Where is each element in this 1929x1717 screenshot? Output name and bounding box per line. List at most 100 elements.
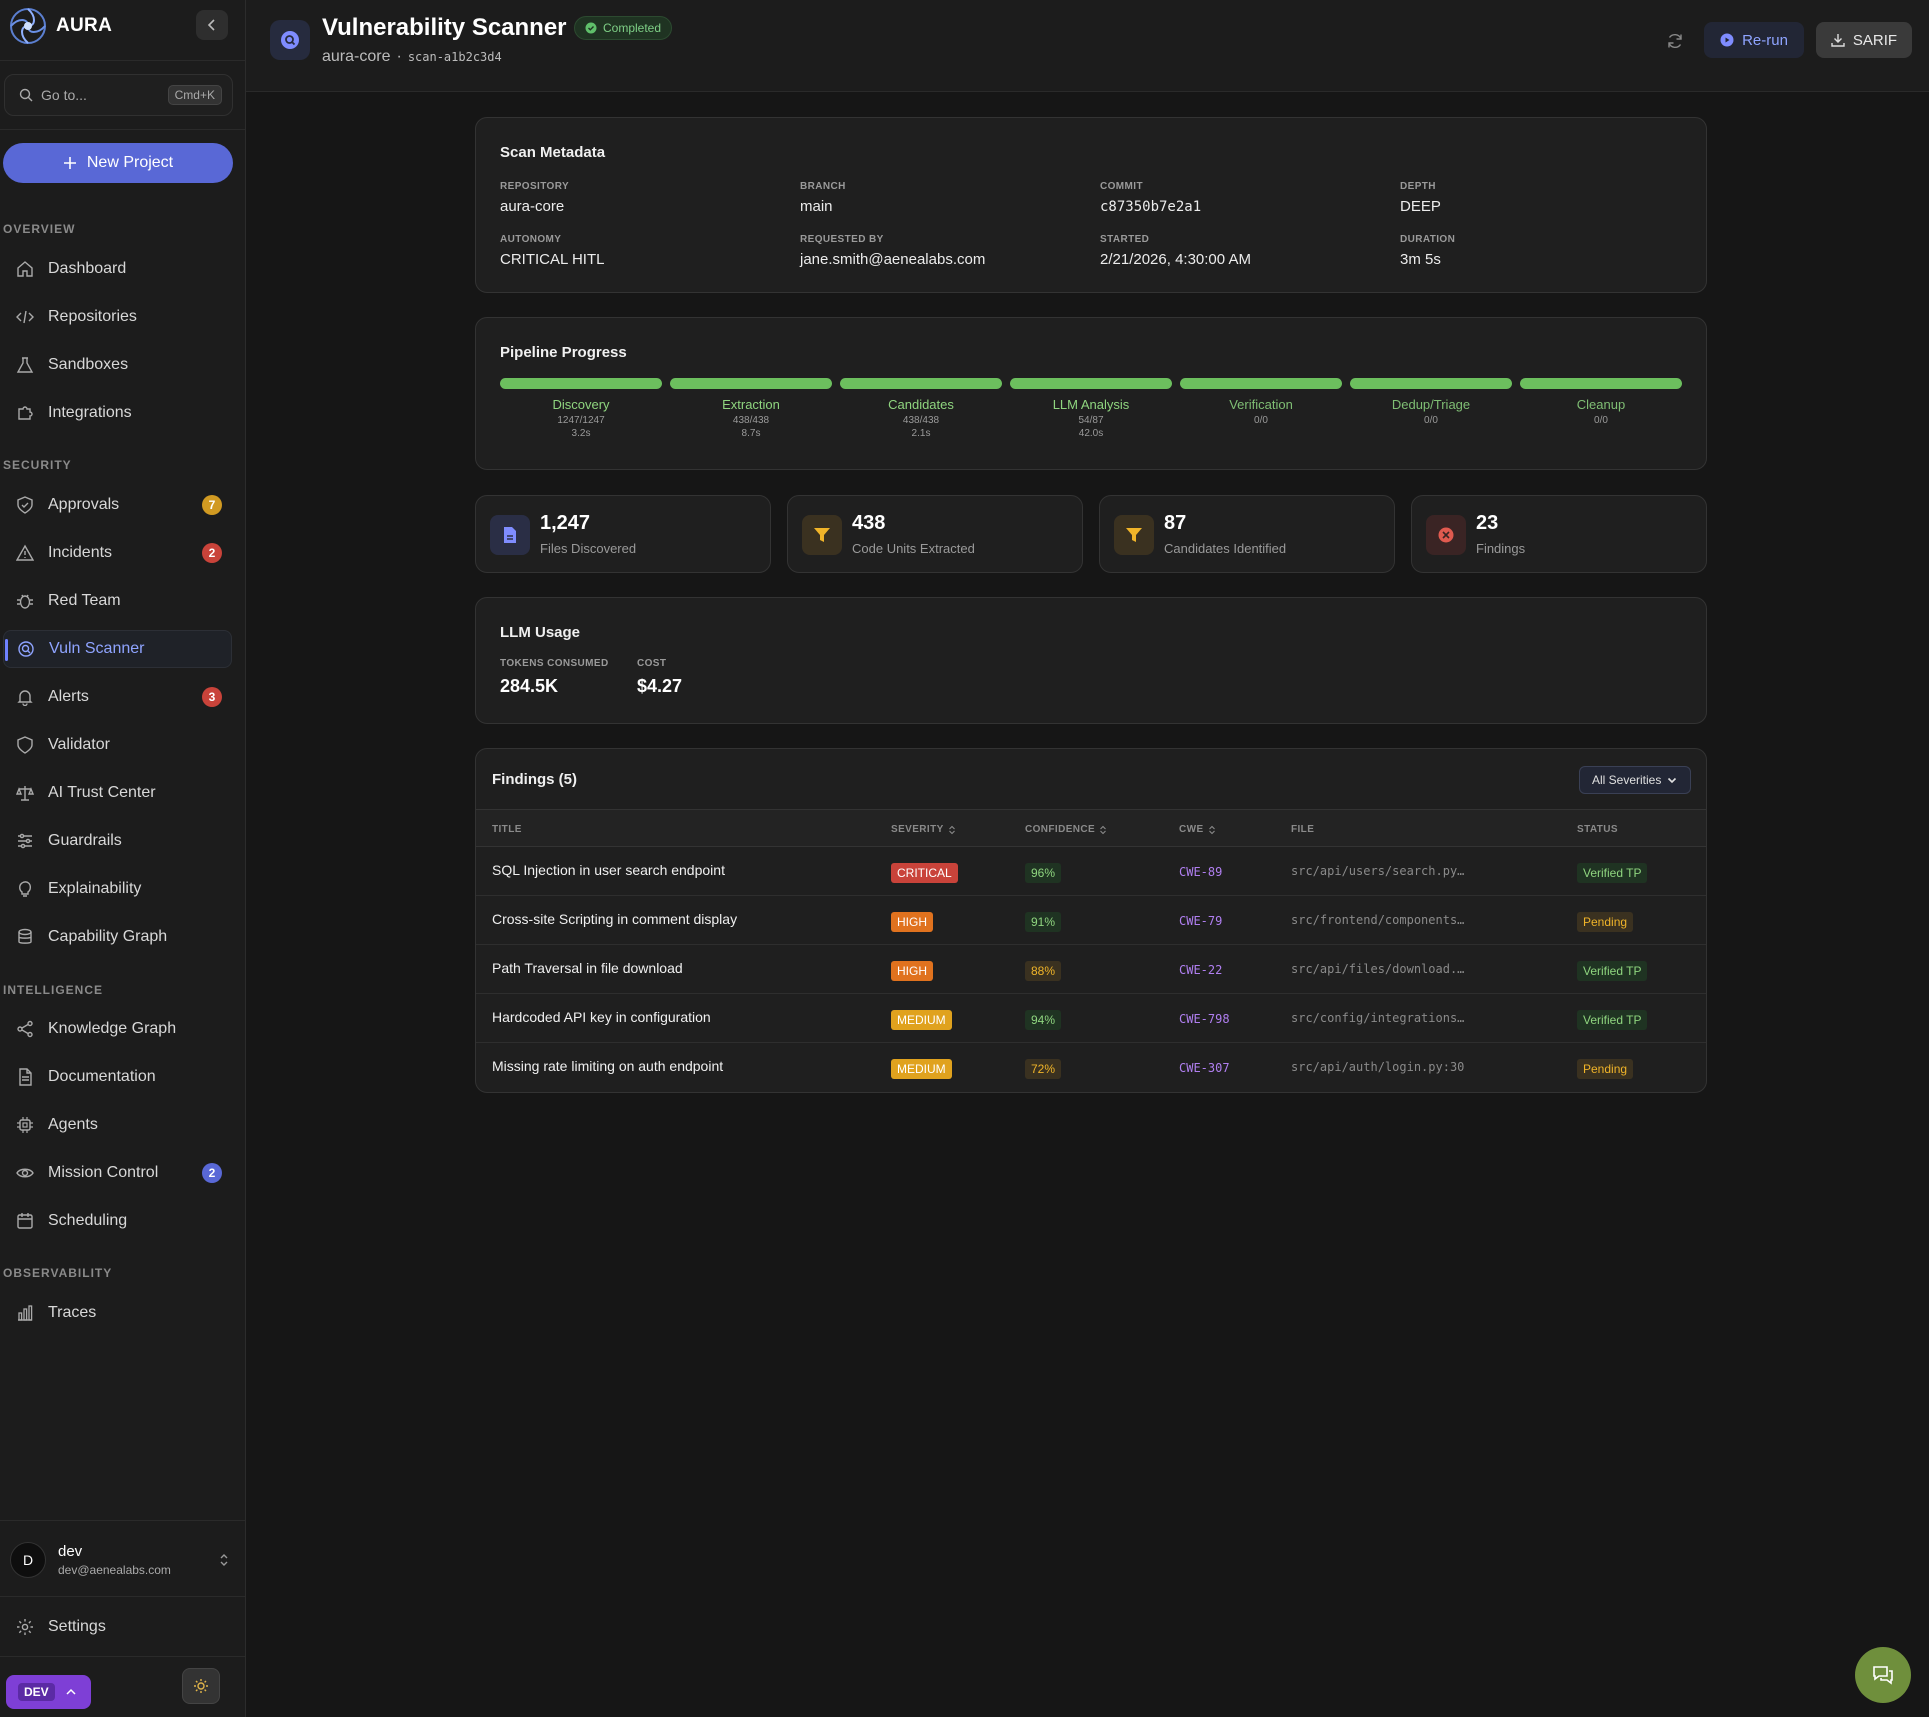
findings-table: Findings (5) All Severities TITLE SEVERI… [475, 748, 1707, 1093]
meta-value-autonomy: CRITICAL HITL [500, 251, 605, 268]
column-confidence[interactable]: CONFIDENCE [1025, 824, 1107, 835]
sidebar-item-vuln-scanner[interactable]: Vuln Scanner [3, 630, 232, 668]
stat-value: 87 [1164, 512, 1187, 534]
finding-title: Path Traversal in file download [492, 960, 683, 976]
pipeline-stage-dedup-triage: Dedup/Triage 0/0 [1350, 378, 1512, 426]
pipeline-stage-cleanup: Cleanup 0/0 [1520, 378, 1682, 426]
stage-progress-bar [1350, 378, 1512, 389]
sidebar: AURA Go to... Cmd+K New Project OVERVIEW… [0, 0, 246, 1717]
environment-switcher[interactable]: DEV [6, 1675, 91, 1709]
sidebar-item-repositories[interactable]: Repositories [3, 298, 232, 336]
severity-filter-value: All Severities [1592, 773, 1662, 787]
collapse-sidebar-button[interactable] [196, 10, 228, 40]
table-row[interactable]: Path Traversal in file download HIGH 88%… [476, 945, 1706, 994]
new-project-button[interactable]: New Project [3, 143, 233, 183]
flask-icon [16, 356, 34, 374]
sarif-download-button[interactable]: SARIF [1816, 22, 1912, 58]
cwe-link[interactable]: CWE-798 [1179, 1012, 1230, 1026]
file-path: src/api/auth/login.py:30 [1291, 1060, 1465, 1074]
sidebar-item-incidents[interactable]: Incidents 2 [3, 534, 232, 572]
sidebar-item-approvals[interactable]: Approvals 7 [3, 486, 232, 524]
column-severity[interactable]: SEVERITY [891, 824, 956, 835]
user-menu[interactable]: D dev dev@aenealabs.com [10, 1540, 230, 1580]
chevron-up-icon [66, 1688, 76, 1695]
goto-search[interactable]: Go to... Cmd+K [4, 74, 233, 116]
tokens-value: 284.5K [500, 676, 559, 696]
tokens-label: TOKENS CONSUMED [500, 658, 609, 669]
cost-label: COST [637, 658, 667, 669]
status-badge: Completed [574, 16, 673, 40]
approvals-badge: 7 [202, 495, 222, 515]
table-row[interactable]: Missing rate limiting on auth endpoint M… [476, 1043, 1706, 1092]
cwe-link[interactable]: CWE-89 [1179, 865, 1223, 879]
severity-filter-select[interactable]: All Severities [1579, 766, 1691, 794]
table-row[interactable]: Cross-site Scripting in comment display … [476, 896, 1706, 945]
sidebar-item-sandboxes[interactable]: Sandboxes [3, 346, 232, 384]
sidebar-item-agents[interactable]: Agents [3, 1106, 232, 1144]
sidebar-item-mission-control[interactable]: Mission Control 2 [3, 1154, 232, 1192]
stage-progress-bar [840, 378, 1002, 389]
sidebar-item-integrations[interactable]: Integrations [3, 394, 232, 432]
meta-value-duration: 3m 5s [1400, 251, 1441, 268]
sidebar-item-scheduling[interactable]: Scheduling [3, 1202, 232, 1240]
sidebar-item-alerts[interactable]: Alerts 3 [3, 678, 232, 716]
file-icon [490, 515, 530, 555]
sidebar-item-label: Red Team [48, 592, 121, 609]
pipeline-stage-llm-analysis: LLM Analysis 54/87 42.0s [1010, 378, 1172, 439]
sidebar-item-red-team[interactable]: Red Team [3, 582, 232, 620]
column-title: TITLE [492, 824, 522, 835]
stage-count: 438/438 [902, 415, 940, 426]
theme-toggle-button[interactable] [182, 1668, 220, 1704]
sidebar-item-dashboard[interactable]: Dashboard [3, 250, 232, 288]
cwe-link[interactable]: CWE-22 [1179, 963, 1223, 977]
status-badge: Verified TP [1577, 961, 1648, 981]
sidebar-item-validator[interactable]: Validator [3, 726, 232, 764]
stat-label: Findings [1476, 541, 1526, 556]
sidebar-item-capability-graph[interactable]: Capability Graph [3, 918, 232, 956]
pipeline-progress-title: Pipeline Progress [500, 344, 627, 361]
meta-value-repository: aura-core [500, 198, 565, 215]
rerun-button[interactable]: Re-run [1704, 22, 1804, 58]
cwe-link[interactable]: CWE-79 [1179, 914, 1223, 928]
file-path: src/config/integrations… [1291, 1011, 1465, 1025]
cost-value: $4.27 [637, 676, 683, 696]
meta-label-requested-by: REQUESTED BY [800, 234, 884, 245]
repo-name: aura-core [322, 48, 391, 65]
stage-name: Candidates [888, 397, 954, 412]
sort-icon [1100, 825, 1107, 834]
sidebar-item-label: Explainability [48, 880, 142, 897]
sidebar-item-explainability[interactable]: Explainability [3, 870, 232, 908]
table-row[interactable]: SQL Injection in user search endpoint CR… [476, 847, 1706, 896]
stage-name: LLM Analysis [1052, 397, 1130, 412]
status-badge: Verified TP [1577, 1010, 1648, 1030]
sidebar-item-guardrails[interactable]: Guardrails [3, 822, 232, 860]
pipeline-stage-extraction: Extraction 438/438 8.7s [670, 378, 832, 439]
brand[interactable]: AURA [8, 6, 112, 46]
column-cwe[interactable]: CWE [1179, 824, 1216, 835]
pipeline-stage-verification: Verification 0/0 [1180, 378, 1342, 426]
sidebar-item-traces[interactable]: Traces [3, 1294, 232, 1332]
lightbulb-icon [16, 880, 34, 898]
finding-title: SQL Injection in user search endpoint [492, 862, 725, 878]
stat-value: 23 [1476, 512, 1499, 534]
sidebar-item-documentation[interactable]: Documentation [3, 1058, 232, 1096]
bar-chart-icon [16, 1304, 34, 1322]
meta-label-repository: REPOSITORY [500, 181, 570, 192]
chat-assistant-button[interactable] [1855, 1647, 1911, 1703]
confidence-badge: 91% [1025, 912, 1062, 932]
stage-name: Dedup/Triage [1391, 397, 1471, 412]
refresh-button[interactable] [1660, 26, 1690, 56]
cwe-link[interactable]: CWE-307 [1179, 1061, 1230, 1075]
stat-card-findings: 23 Findings [1411, 495, 1707, 573]
stage-time: 3.2s [571, 428, 591, 439]
sidebar-item-label: Alerts [48, 688, 89, 705]
sidebar-item-knowledge-graph[interactable]: Knowledge Graph [3, 1010, 232, 1048]
sidebar-item-label: Repositories [48, 308, 137, 325]
sidebar-item-ai-trust-center[interactable]: AI Trust Center [3, 774, 232, 812]
table-row[interactable]: Hardcoded API key in configuration MEDIU… [476, 994, 1706, 1043]
stage-time: 2.1s [911, 428, 931, 439]
finding-title: Hardcoded API key in configuration [492, 1009, 711, 1025]
sidebar-item-label: Incidents [48, 544, 113, 561]
sidebar-item-settings[interactable]: Settings [3, 1608, 232, 1646]
stage-time: 8.7s [741, 428, 761, 439]
